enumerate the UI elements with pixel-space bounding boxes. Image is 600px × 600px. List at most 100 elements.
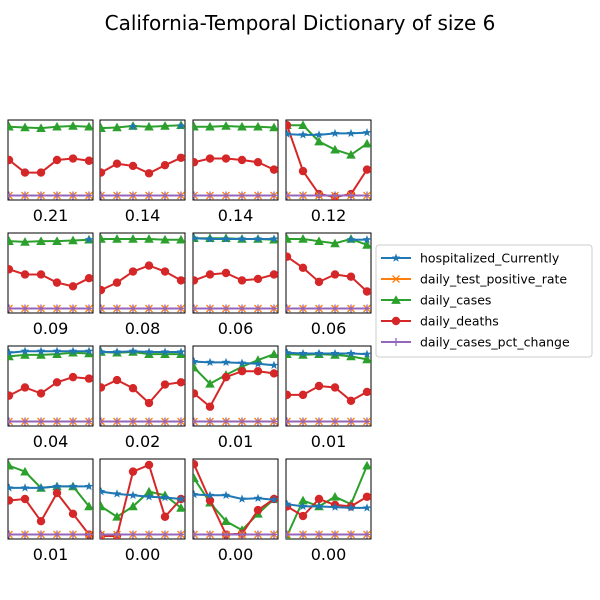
legend-item-daily-cases: daily_cases <box>381 293 491 308</box>
data-point <box>193 389 199 398</box>
legend: hospitalized_Currently daily_test_positiv… <box>375 244 593 358</box>
series-daily-cases-pct-change <box>8 417 93 426</box>
data-point <box>286 530 291 539</box>
data-point <box>314 277 324 287</box>
series-daily-deaths <box>100 261 185 295</box>
panel-plot-area <box>193 121 278 200</box>
legend-marker <box>392 275 400 283</box>
series-daily-cases-pct-change <box>193 417 278 426</box>
data-point <box>100 530 105 539</box>
data-point <box>193 191 198 200</box>
data-point <box>238 191 246 200</box>
data-point <box>69 191 77 200</box>
data-point <box>36 350 46 359</box>
panel-caption: 0.00 <box>311 545 347 564</box>
panel-plot-area <box>8 346 93 426</box>
data-point <box>330 128 340 138</box>
data-point <box>100 191 105 200</box>
data-point <box>52 378 62 387</box>
data-point <box>8 265 14 274</box>
data-point <box>298 130 308 139</box>
panel-plot-area <box>8 121 93 200</box>
data-point <box>315 304 323 313</box>
series-line <box>8 238 90 243</box>
data-point <box>193 304 198 313</box>
data-point <box>254 530 262 539</box>
panel-13: 0.01 <box>7 458 94 564</box>
data-point <box>8 460 14 470</box>
data-point <box>270 304 278 313</box>
data-point <box>363 191 371 200</box>
data-point <box>144 169 154 178</box>
series-daily-deaths <box>8 265 93 291</box>
data-point <box>362 240 371 249</box>
panel-plot-area <box>286 234 371 313</box>
panel-caption: 0.00 <box>218 545 254 564</box>
data-point <box>193 530 198 539</box>
data-point <box>254 191 262 200</box>
series-daily-deaths <box>286 252 371 296</box>
data-point <box>269 234 278 243</box>
panel-frame <box>99 119 186 201</box>
data-point <box>205 496 215 505</box>
series-hospitalized-currently <box>193 489 278 504</box>
data-point <box>221 268 231 278</box>
data-point <box>298 120 308 130</box>
data-point <box>315 530 323 539</box>
data-point <box>8 236 14 246</box>
panel-plot-area <box>193 460 278 539</box>
series-daily-deaths <box>100 375 185 408</box>
data-point <box>112 511 122 521</box>
data-point <box>100 285 106 295</box>
data-point <box>193 233 199 242</box>
data-point <box>298 263 308 273</box>
data-point <box>145 304 153 313</box>
panel-caption: 0.04 <box>33 432 69 451</box>
series-hospitalized-currently <box>100 487 185 503</box>
data-point <box>269 270 278 279</box>
panel-1: 0.21 <box>7 119 94 225</box>
data-point <box>100 168 106 177</box>
data-point <box>206 191 214 200</box>
data-point <box>176 234 185 244</box>
data-point <box>8 304 13 313</box>
data-point <box>37 191 45 200</box>
data-point <box>298 511 308 521</box>
data-point <box>237 276 247 285</box>
data-point <box>330 238 340 248</box>
panel-14: 0.00 <box>99 458 186 564</box>
data-point <box>298 166 308 176</box>
data-point <box>298 234 308 243</box>
data-point <box>330 502 340 511</box>
data-point <box>84 273 93 283</box>
data-point <box>20 237 30 246</box>
data-point <box>314 501 324 511</box>
data-point <box>206 304 214 313</box>
data-point <box>237 367 247 376</box>
data-point <box>129 417 137 426</box>
panel-2: 0.14 <box>99 119 186 225</box>
data-point <box>36 168 46 177</box>
data-point <box>20 270 30 279</box>
data-point <box>161 191 169 200</box>
series-daily-cases-pct-change <box>8 530 93 539</box>
data-point <box>346 150 356 159</box>
data-point <box>68 372 78 382</box>
series-hospitalized-currently <box>346 235 371 244</box>
data-point <box>362 387 371 397</box>
data-point <box>221 516 231 526</box>
data-point <box>128 161 138 171</box>
data-point <box>112 278 122 287</box>
data-point <box>36 270 46 279</box>
series-line <box>194 124 275 129</box>
data-point <box>112 375 122 385</box>
data-point <box>20 122 30 132</box>
data-point <box>68 346 78 355</box>
legend-marker <box>391 316 401 326</box>
series-daily-deaths <box>100 153 185 178</box>
data-point <box>193 362 199 372</box>
data-point <box>100 501 106 511</box>
data-point <box>253 234 263 243</box>
data-point <box>52 236 62 246</box>
data-point <box>36 517 46 526</box>
